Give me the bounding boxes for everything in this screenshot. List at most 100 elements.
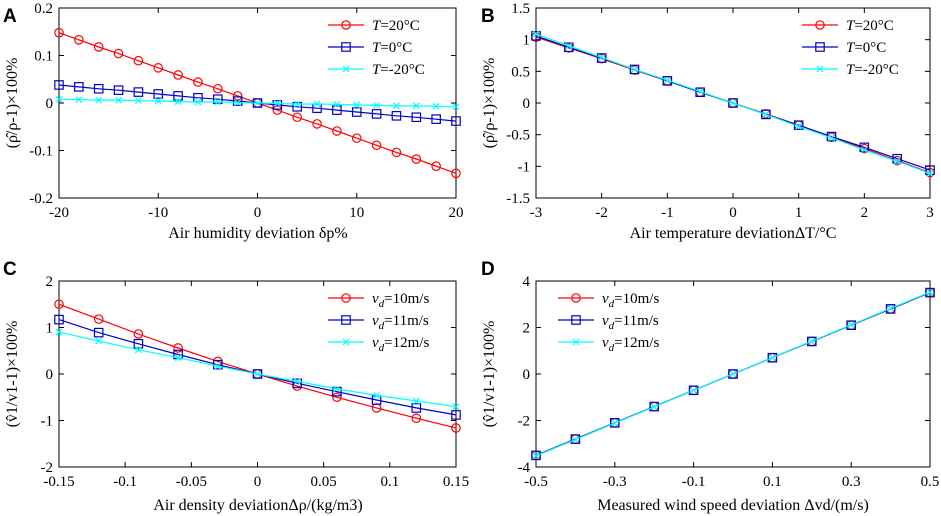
data-point	[609, 418, 620, 428]
y-tick-label: 0	[46, 367, 54, 383]
data-point	[292, 112, 302, 123]
data-point	[332, 386, 342, 397]
data-point	[767, 352, 778, 363]
y-tick-label: -0.5	[506, 128, 530, 144]
data-point	[93, 327, 104, 338]
data-point	[312, 119, 322, 129]
data-point	[393, 102, 400, 110]
data-point	[373, 391, 381, 399]
data-point	[762, 110, 770, 118]
data-point	[113, 85, 124, 95]
x-tick-label: 0.1	[380, 474, 399, 490]
data-point	[391, 111, 402, 121]
x-tick-label: -2	[595, 205, 608, 221]
x-tick-label: 1	[795, 205, 803, 221]
data-point	[292, 101, 302, 112]
data-point	[95, 96, 103, 104]
legend-marker	[815, 42, 825, 52]
y-tick-label: 0.2	[34, 1, 53, 17]
x-tick-label: -1	[661, 205, 674, 221]
data-point	[134, 97, 142, 105]
data-point	[214, 98, 222, 106]
legend-entry: T=20°C	[372, 18, 420, 34]
y-tick-label: 2	[46, 274, 54, 290]
data-point	[925, 287, 935, 298]
series-cyan	[55, 328, 460, 410]
data-point	[54, 27, 64, 38]
data-point	[531, 450, 541, 461]
legend: T=20°C T=0°C T=-20°C	[802, 18, 899, 78]
panel-letter: C	[3, 259, 17, 280]
data-point	[695, 87, 705, 98]
data-point	[234, 99, 242, 106]
data-point	[153, 63, 164, 73]
data-point	[663, 76, 671, 84]
y-tick-label: -0.1	[29, 144, 53, 160]
legend-marker	[341, 20, 351, 30]
legend-entry: T=-20°C	[846, 62, 899, 78]
data-point	[373, 101, 381, 109]
data-point	[596, 53, 607, 63]
x-tick-label: 0	[254, 205, 262, 221]
data-point	[353, 101, 361, 109]
y-tick-label: 0.5	[511, 64, 530, 80]
data-point	[887, 305, 895, 312]
legend-entry: vd=12m/s	[372, 335, 429, 354]
x-tick-label: -0.1	[682, 474, 706, 490]
x-tick-label: 0.15	[443, 474, 469, 490]
data-point	[629, 64, 640, 75]
data-point	[411, 413, 422, 423]
x-tick-label: -10	[148, 205, 168, 221]
legend-entry: T=20°C	[846, 18, 894, 34]
data-point	[371, 140, 382, 151]
data-point	[351, 107, 362, 117]
y-tick-label: 1	[46, 321, 54, 337]
data-point	[133, 55, 144, 66]
x-tick-label: -20	[49, 205, 69, 221]
data-point	[432, 102, 440, 110]
data-point	[351, 133, 362, 143]
data-point	[690, 386, 698, 394]
legend-entry: T=0°C	[846, 40, 886, 56]
data-point	[565, 42, 573, 50]
legend-marker	[571, 293, 581, 303]
data-point	[761, 109, 771, 120]
panel-letter: D	[481, 259, 495, 280]
y-tick-label: 0	[523, 96, 531, 112]
legend-marker	[572, 338, 580, 346]
legend-entry: vd=11m/s	[602, 313, 659, 332]
legend-marker	[341, 42, 351, 52]
series-cyan	[532, 30, 934, 177]
data-point	[133, 87, 144, 97]
x-tick-label: 2	[861, 205, 869, 221]
data-point	[451, 168, 461, 179]
data-point	[113, 48, 124, 59]
data-point	[74, 35, 84, 45]
x-tick-label: -0.15	[43, 474, 74, 490]
data-point	[451, 116, 461, 126]
data-point	[332, 126, 342, 136]
data-point	[926, 169, 934, 177]
data-point	[173, 91, 183, 101]
data-point	[153, 89, 164, 99]
data-point	[333, 385, 341, 393]
data-point	[213, 83, 223, 94]
legend-marker	[341, 293, 351, 303]
y-tick-label: 1	[523, 33, 531, 49]
data-point	[232, 96, 243, 106]
data-point	[729, 370, 737, 378]
data-point	[254, 99, 261, 107]
legend-marker	[816, 65, 824, 73]
data-point	[451, 423, 461, 433]
panel-letter: A	[3, 6, 17, 27]
x-tick-label: -0.1	[113, 474, 137, 490]
data-point	[412, 102, 420, 110]
data-point	[252, 369, 263, 379]
x-tick-label: 0	[254, 474, 262, 490]
legend-entry: vd=11m/s	[372, 313, 429, 332]
data-point	[273, 100, 281, 107]
x-tick-label: -3	[530, 205, 543, 221]
data-point	[232, 91, 243, 101]
data-point	[174, 98, 182, 105]
series-cyan	[532, 288, 934, 460]
